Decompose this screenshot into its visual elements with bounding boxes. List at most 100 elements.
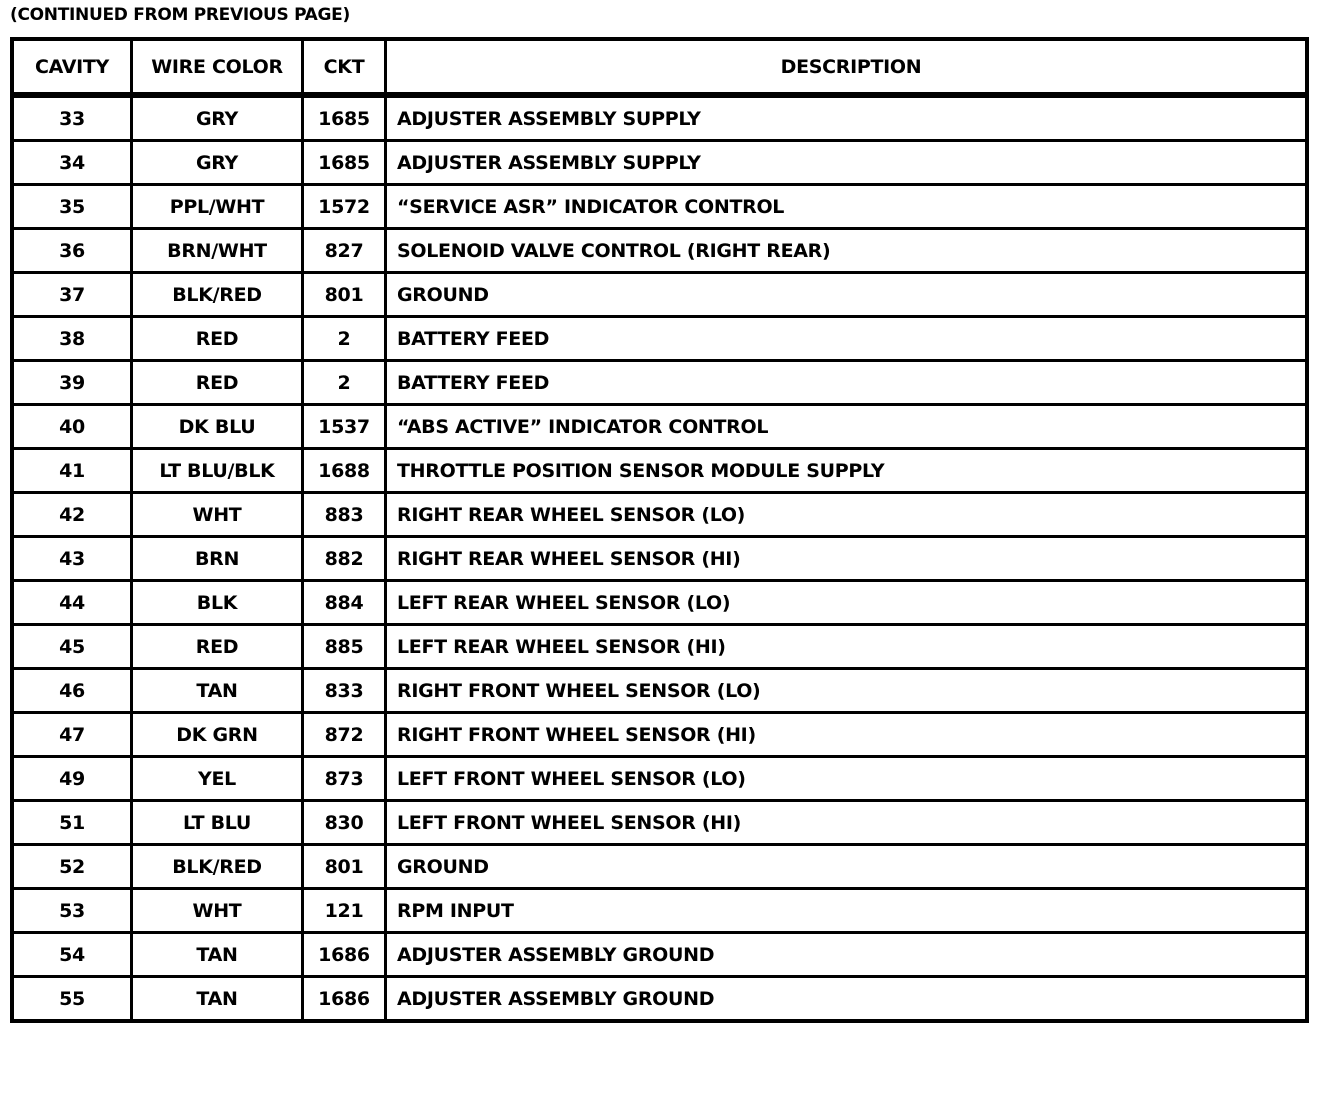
- cavity-cell: 55: [10, 975, 133, 1023]
- wire-color-cell: TAN: [130, 931, 304, 978]
- table-row: 41 LT BLU/BLK 1688 THROTTLE POSITION SENSOR…: [10, 447, 1309, 494]
- wire-color-cell: BRN: [130, 535, 304, 582]
- wire-color-cell: RED: [130, 623, 304, 670]
- description-cell: GROUND: [384, 271, 1309, 318]
- wire-color-cell: BLK: [130, 579, 304, 626]
- description-cell: RIGHT FRONT WHEEL SENSOR (LO): [384, 667, 1309, 714]
- cavity-cell: 37: [10, 271, 133, 318]
- cavity-cell: 36: [10, 227, 133, 274]
- cavity-cell: 51: [10, 799, 133, 846]
- description-cell: THROTTLE POSITION SENSOR MODULE SUPPLY: [384, 447, 1309, 494]
- cavity-cell: 44: [10, 579, 133, 626]
- cavity-cell: 53: [10, 887, 133, 934]
- description-cell: ADJUSTER ASSEMBLY SUPPLY: [384, 93, 1309, 142]
- ckt-cell: 801: [301, 843, 387, 890]
- table-row: 45 RED 885 LEFT REAR WHEEL SENSOR (HI): [10, 623, 1309, 670]
- ckt-cell: 830: [301, 799, 387, 846]
- wire-color-cell: LT BLU: [130, 799, 304, 846]
- wire-color-cell: WHT: [130, 491, 304, 538]
- description-cell: RIGHT REAR WHEEL SENSOR (LO): [384, 491, 1309, 538]
- cavity-cell: 34: [10, 139, 133, 186]
- table-row: 55 TAN 1686 ADJUSTER ASSEMBLY GROUND: [10, 975, 1309, 1023]
- table-row: 38 RED 2 BATTERY FEED: [10, 315, 1309, 362]
- cavity-cell: 45: [10, 623, 133, 670]
- wire-color-cell: BLK/RED: [130, 271, 304, 318]
- header-row: CAVITY WIRE COLOR CKT DESCRIPTION: [10, 37, 1309, 98]
- continued-caption: (CONTINUED FROM PREVIOUS PAGE): [10, 5, 350, 25]
- description-cell: LEFT REAR WHEEL SENSOR (HI): [384, 623, 1309, 670]
- ckt-cell: 873: [301, 755, 387, 802]
- table-row: 35 PPL/WHT 1572 “SERVICE ASR” INDICATOR CON…: [10, 183, 1309, 230]
- wire-color-cell: TAN: [130, 975, 304, 1023]
- wire-color-cell: RED: [130, 315, 304, 362]
- ckt-cell: 1686: [301, 975, 387, 1023]
- cavity-cell: 41: [10, 447, 133, 494]
- ckt-cell: 121: [301, 887, 387, 934]
- description-cell: LEFT REAR WHEEL SENSOR (LO): [384, 579, 1309, 626]
- wire-color-cell: GRY: [130, 93, 304, 142]
- description-cell: ADJUSTER ASSEMBLY GROUND: [384, 975, 1309, 1023]
- wire-color-cell: DK BLU: [130, 403, 304, 450]
- wire-color-cell: BRN/WHT: [130, 227, 304, 274]
- cavity-cell: 35: [10, 183, 133, 230]
- description-cell: SOLENOID VALVE CONTROL (RIGHT REAR): [384, 227, 1309, 274]
- ckt-cell: 1685: [301, 93, 387, 142]
- ckt-cell: 884: [301, 579, 387, 626]
- cavity-cell: 49: [10, 755, 133, 802]
- table-row: 43 BRN 882 RIGHT REAR WHEEL SENSOR (HI): [10, 535, 1309, 582]
- description-cell: BATTERY FEED: [384, 315, 1309, 362]
- description-cell: BATTERY FEED: [384, 359, 1309, 406]
- description-cell: LEFT FRONT WHEEL SENSOR (HI): [384, 799, 1309, 846]
- wire-color-cell: DK GRN: [130, 711, 304, 758]
- wire-color-cell: RED: [130, 359, 304, 406]
- ckt-cell: 801: [301, 271, 387, 318]
- wire-color-cell: TAN: [130, 667, 304, 714]
- wire-color-cell: GRY: [130, 139, 304, 186]
- cavity-cell: 46: [10, 667, 133, 714]
- table-row: 42 WHT 883 RIGHT REAR WHEEL SENSOR (LO): [10, 491, 1309, 538]
- ckt-cell: 883: [301, 491, 387, 538]
- wire-color-cell: YEL: [130, 755, 304, 802]
- wire-color-cell: WHT: [130, 887, 304, 934]
- table-row: 46 TAN 833 RIGHT FRONT WHEEL SENSOR (LO): [10, 667, 1309, 714]
- ckt-cell: 2: [301, 315, 387, 362]
- wire-color-cell: BLK/RED: [130, 843, 304, 890]
- header-ckt: CKT: [301, 37, 387, 98]
- cavity-cell: 39: [10, 359, 133, 406]
- description-cell: ADJUSTER ASSEMBLY GROUND: [384, 931, 1309, 978]
- table-row: 53 WHT 121 RPM INPUT: [10, 887, 1309, 934]
- cavity-cell: 43: [10, 535, 133, 582]
- cavity-cell: 47: [10, 711, 133, 758]
- ckt-cell: 1685: [301, 139, 387, 186]
- table-row: 47 DK GRN 872 RIGHT FRONT WHEEL SENSOR (HI): [10, 711, 1309, 758]
- table-row: 39 RED 2 BATTERY FEED: [10, 359, 1309, 406]
- description-cell: RIGHT FRONT WHEEL SENSOR (HI): [384, 711, 1309, 758]
- table-row: 44 BLK 884 LEFT REAR WHEEL SENSOR (LO): [10, 579, 1309, 626]
- cavity-cell: 54: [10, 931, 133, 978]
- description-cell: “ABS ACTIVE” INDICATOR CONTROL: [384, 403, 1309, 450]
- header-wire-color: WIRE COLOR: [130, 37, 304, 98]
- cavity-cell: 40: [10, 403, 133, 450]
- ckt-cell: 882: [301, 535, 387, 582]
- ckt-cell: 1688: [301, 447, 387, 494]
- ckt-cell: 2: [301, 359, 387, 406]
- cavity-cell: 33: [10, 93, 133, 142]
- table-row: 37 BLK/RED 801 GROUND: [10, 271, 1309, 318]
- description-cell: ADJUSTER ASSEMBLY SUPPLY: [384, 139, 1309, 186]
- description-cell: RPM INPUT: [384, 887, 1309, 934]
- table-row: 40 DK BLU 1537 “ABS ACTIVE” INDICATOR CONTR…: [10, 403, 1309, 450]
- cavity-cell: 42: [10, 491, 133, 538]
- description-cell: RIGHT REAR WHEEL SENSOR (HI): [384, 535, 1309, 582]
- ckt-cell: 1686: [301, 931, 387, 978]
- table-row: 34 GRY 1685 ADJUSTER ASSEMBLY SUPPLY: [10, 139, 1309, 186]
- table-row: 33 GRY 1685 ADJUSTER ASSEMBLY SUPPLY: [10, 93, 1309, 142]
- cavity-cell: 52: [10, 843, 133, 890]
- description-cell: LEFT FRONT WHEEL SENSOR (LO): [384, 755, 1309, 802]
- wire-color-cell: PPL/WHT: [130, 183, 304, 230]
- ckt-cell: 833: [301, 667, 387, 714]
- header-cavity: CAVITY: [10, 37, 133, 98]
- table-row: 51 LT BLU 830 LEFT FRONT WHEEL SENSOR (HI): [10, 799, 1309, 846]
- header-description: DESCRIPTION: [384, 37, 1309, 98]
- wire-color-cell: LT BLU/BLK: [130, 447, 304, 494]
- description-cell: “SERVICE ASR” INDICATOR CONTROL: [384, 183, 1309, 230]
